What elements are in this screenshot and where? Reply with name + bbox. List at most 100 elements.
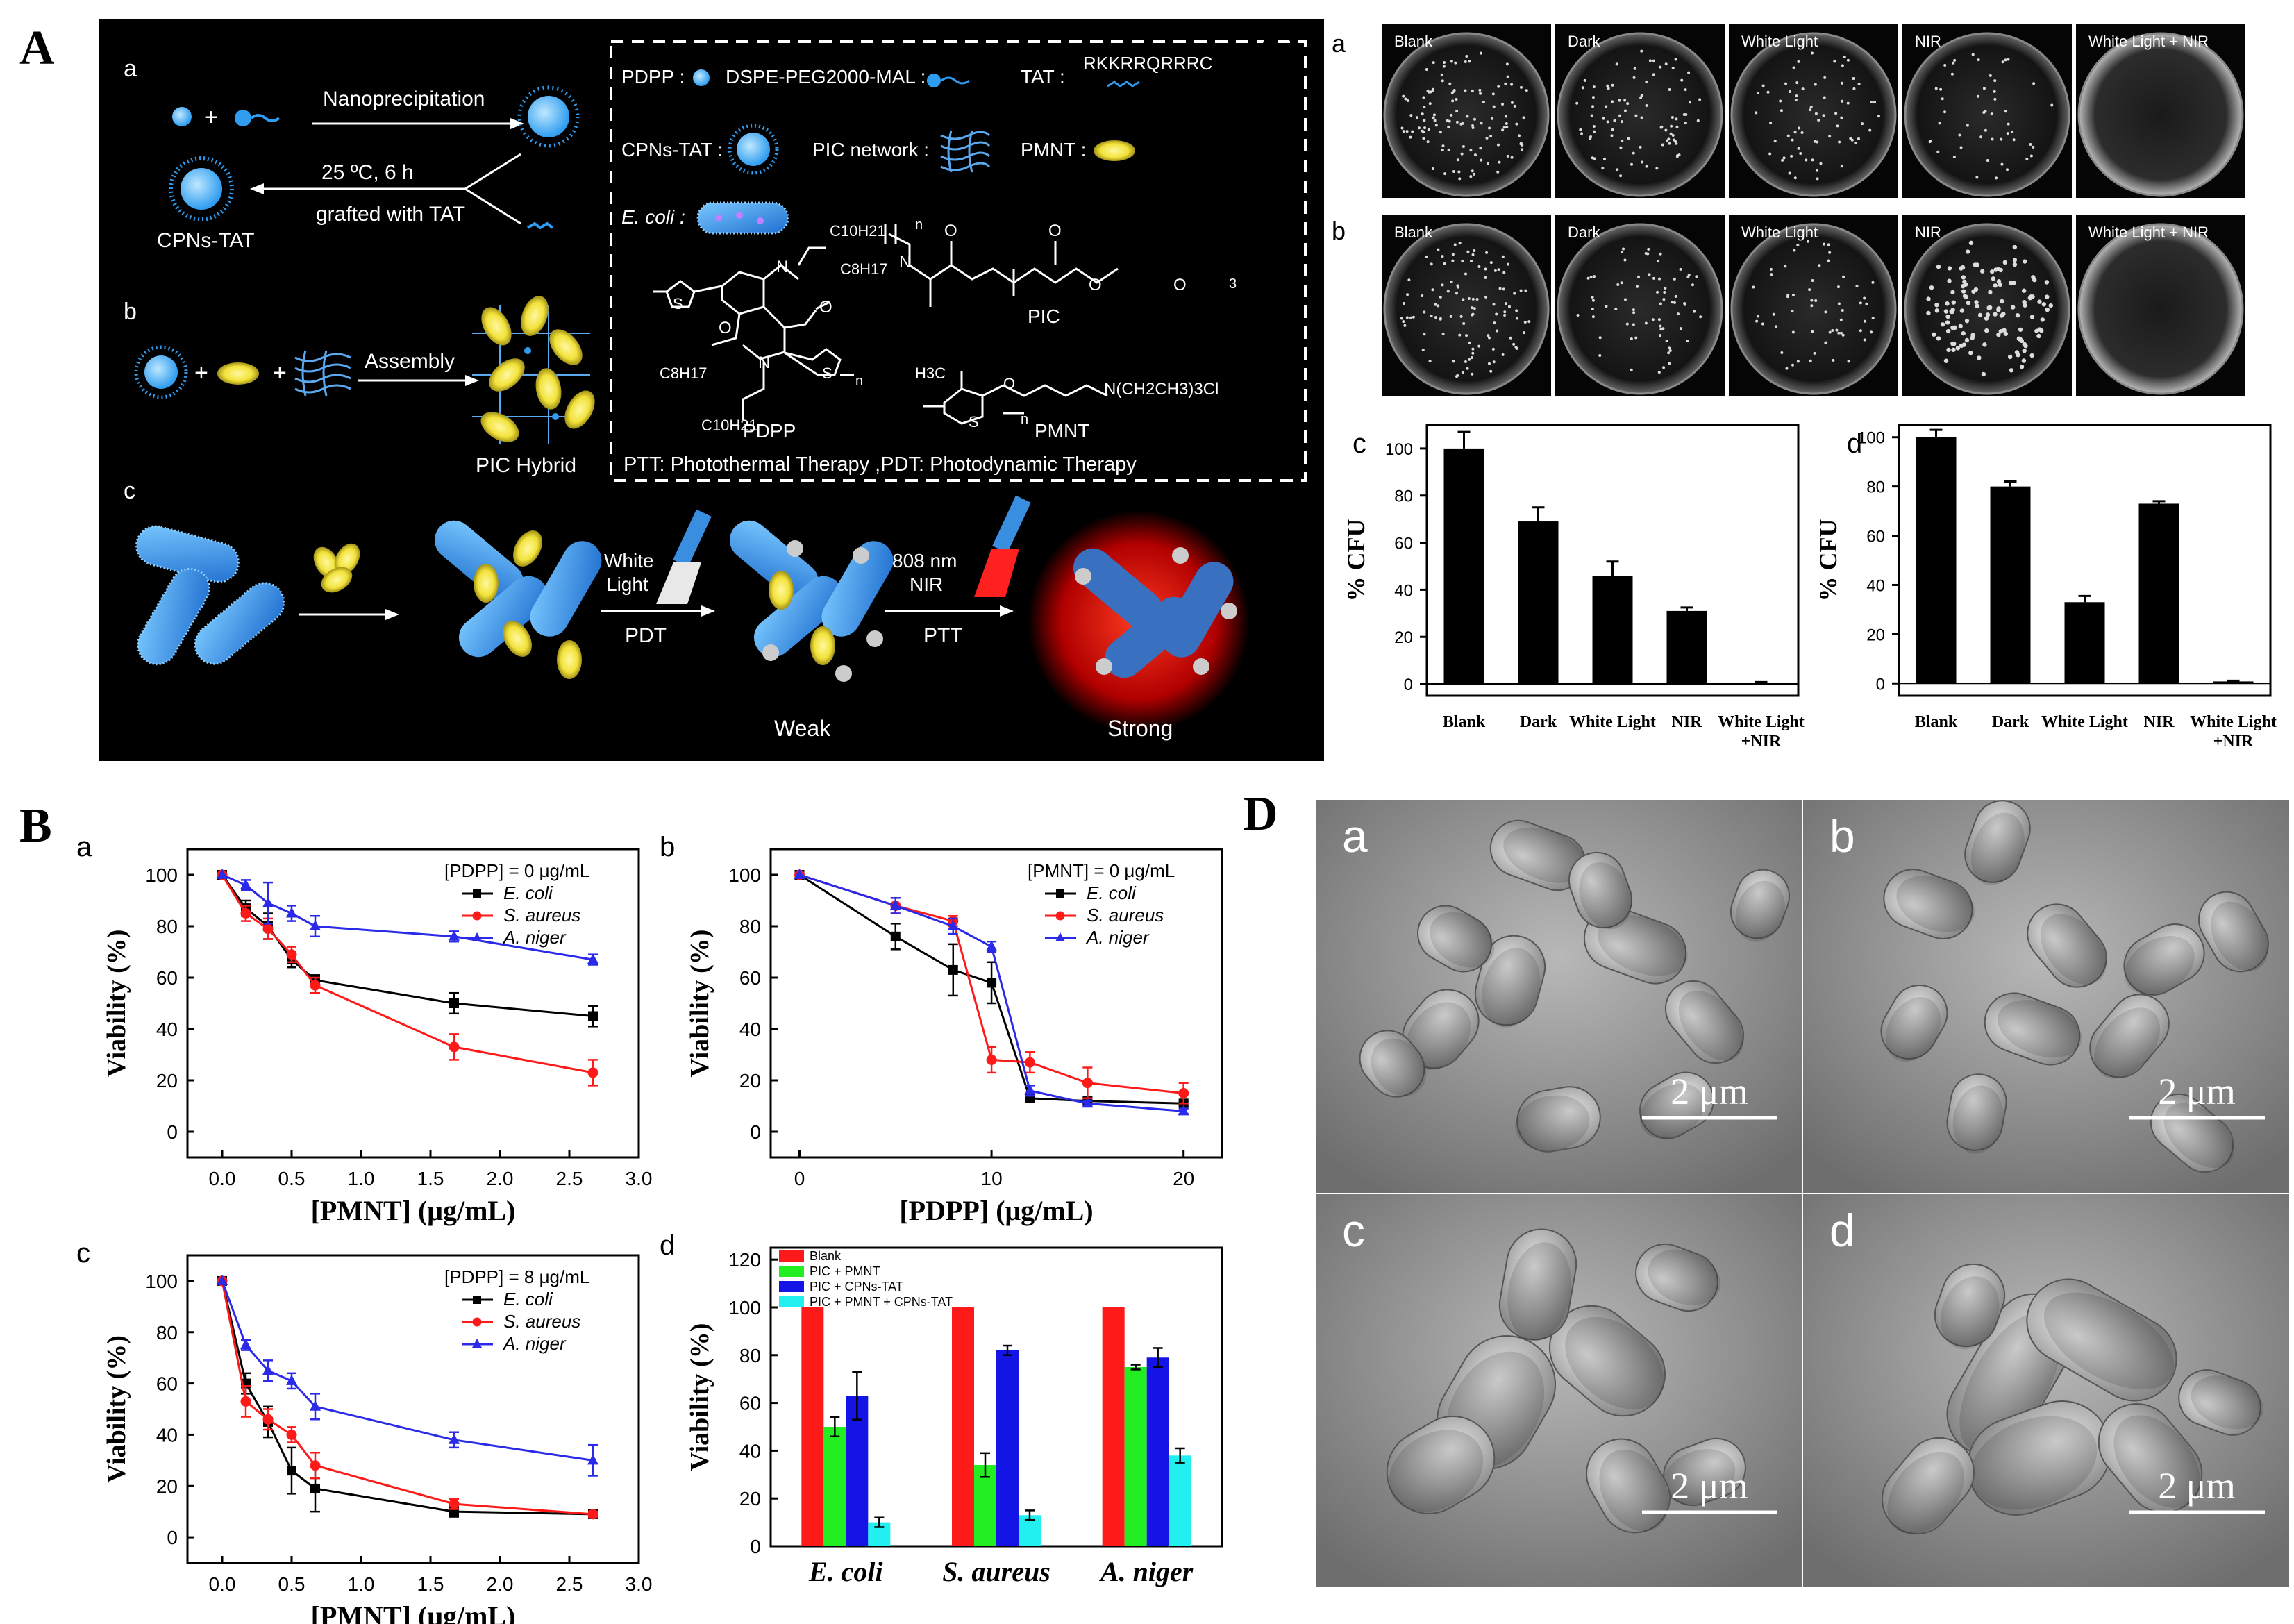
- bacterial-colony: [1963, 282, 1968, 287]
- bacterial-colony: [1934, 303, 1939, 308]
- weak-label: Weak: [774, 716, 831, 741]
- petri-dish: [1730, 223, 1897, 395]
- bacterial-colony: [1941, 97, 1944, 101]
- nir-label: 808 nm: [892, 550, 957, 571]
- bacterial-colony: [1425, 255, 1428, 258]
- bacterial-colony: [1979, 135, 1983, 139]
- y-tick-label: 0: [750, 1121, 761, 1143]
- bacterial-colony: [1493, 321, 1496, 325]
- bacterial-colony: [1441, 144, 1445, 148]
- bacterial-colony: [1498, 160, 1501, 164]
- bacterial-colony: [1934, 87, 1938, 90]
- bacterial-colony: [1985, 312, 1991, 317]
- bacterial-colony: [1780, 351, 1784, 354]
- bacterial-colony: [1632, 76, 1636, 79]
- bacterial-colony: [1796, 360, 1800, 363]
- bacterial-colony: [1696, 119, 1700, 122]
- cpns-tat-icon: [169, 156, 234, 221]
- pic-subscript-3: 3: [1229, 276, 1237, 292]
- bacterial-colony: [1527, 320, 1531, 324]
- tat-legend-icon: [1107, 81, 1140, 87]
- bacterial-colony: [1489, 369, 1493, 373]
- bacterium-cell: [1586, 1438, 1671, 1534]
- bacterial-colony: [1943, 358, 1949, 363]
- bacterial-colony: [1517, 134, 1521, 137]
- pdpp-oxygen: O: [819, 298, 832, 317]
- sem-subpanel-label: c: [1342, 1205, 1365, 1256]
- bacterial-colony: [2036, 333, 2041, 339]
- bacterial-colony: [1664, 286, 1667, 290]
- bacterial-colony: [1623, 298, 1627, 301]
- legend-tat: TAT :: [1021, 66, 1065, 87]
- bacterial-colony: [1809, 359, 1812, 362]
- chart-b-a-viability: a 0.0 0.5 1.0 1.5 2.0 2.5 3.0 0 20 40 60 80 100 [PMNT]…: [76, 832, 652, 1226]
- bacterial-colony: [1449, 315, 1452, 318]
- bacterial-colony: [1591, 96, 1595, 99]
- bacterial-colony: [1789, 90, 1792, 94]
- data-point: [310, 920, 321, 930]
- bar: [1916, 437, 1957, 684]
- plate-label: Dark: [1568, 224, 1600, 241]
- bacterial-colony: [1873, 101, 1877, 104]
- bacterial-colony: [1443, 262, 1446, 265]
- bacterial-colony: [2037, 299, 2042, 304]
- bacterial-colony: [1982, 110, 1986, 114]
- bacterial-colony: [1431, 89, 1434, 92]
- bacterial-colony: [1586, 276, 1590, 280]
- bacterial-colony: [1806, 240, 1809, 243]
- bar: [996, 1350, 1019, 1546]
- bacterial-colony: [1822, 114, 1825, 117]
- bacterial-colony: [1811, 330, 1814, 333]
- x-tick-label: 3.0: [626, 1168, 653, 1189]
- bacterial-colony: [1824, 310, 1827, 314]
- bacterial-colony: [1981, 371, 1986, 377]
- bacterial-colony: [1945, 328, 1951, 334]
- bacterial-colony: [1580, 132, 1584, 135]
- bacterial-colony: [1836, 124, 1839, 128]
- bacterial-colony: [1943, 110, 1947, 114]
- bacterial-colony: [1660, 125, 1664, 128]
- bacterial-colony: [1473, 307, 1476, 310]
- bacterial-colony: [1623, 258, 1627, 262]
- bacterial-colony: [1633, 67, 1636, 70]
- dspe-legend-tail: [941, 76, 970, 85]
- data-point: [449, 998, 459, 1008]
- plate-label: White Light: [1741, 224, 1818, 241]
- plot-frame: [1425, 424, 1800, 697]
- bacterial-colony: [2015, 312, 2020, 318]
- bacterial-colony: [1968, 240, 1974, 246]
- cell-shadow: [1430, 912, 1495, 968]
- bacterial-colony: [1447, 125, 1450, 128]
- bacterium-cell: [1635, 1243, 1718, 1312]
- bacterial-colony: [1988, 290, 1993, 295]
- bacterial-colony: [1959, 308, 1965, 313]
- bacterial-colony: [1786, 134, 1790, 137]
- bacterial-colony: [1466, 367, 1469, 370]
- bacterial-colony: [1465, 54, 1468, 58]
- bacterial-colony: [1450, 113, 1453, 117]
- sem-cells: [1880, 800, 2269, 1173]
- bacterium-cell: [1516, 1086, 1601, 1153]
- pmnt-legend-icon: [1094, 140, 1135, 161]
- y-tick-label: 20: [1394, 628, 1413, 647]
- bacterial-colony: [1583, 78, 1586, 82]
- bacterial-colony: [1433, 119, 1437, 122]
- bacterial-colony: [1974, 300, 1979, 305]
- bacterial-colony: [1506, 262, 1509, 266]
- pdt-label: PDT: [625, 624, 667, 647]
- bacterial-colony: [2031, 275, 2036, 280]
- bacterial-colony: [1402, 320, 1405, 324]
- pmnt-oxygen: O: [1003, 375, 1015, 392]
- y-tick-label: 0: [1404, 676, 1413, 694]
- bacterial-colony: [1955, 346, 1961, 351]
- bacterial-colony: [1976, 94, 1979, 98]
- bacterial-colony: [1602, 117, 1605, 120]
- cell-shadow: [1970, 1416, 2098, 1510]
- bacterial-colony: [1422, 131, 1425, 134]
- bacterial-colony: [1691, 283, 1694, 287]
- subpanel-label: d: [660, 1230, 675, 1261]
- pic-network-icon: [294, 350, 351, 396]
- bacterial-colony: [1945, 314, 1950, 319]
- bacterial-colony: [1971, 53, 1975, 56]
